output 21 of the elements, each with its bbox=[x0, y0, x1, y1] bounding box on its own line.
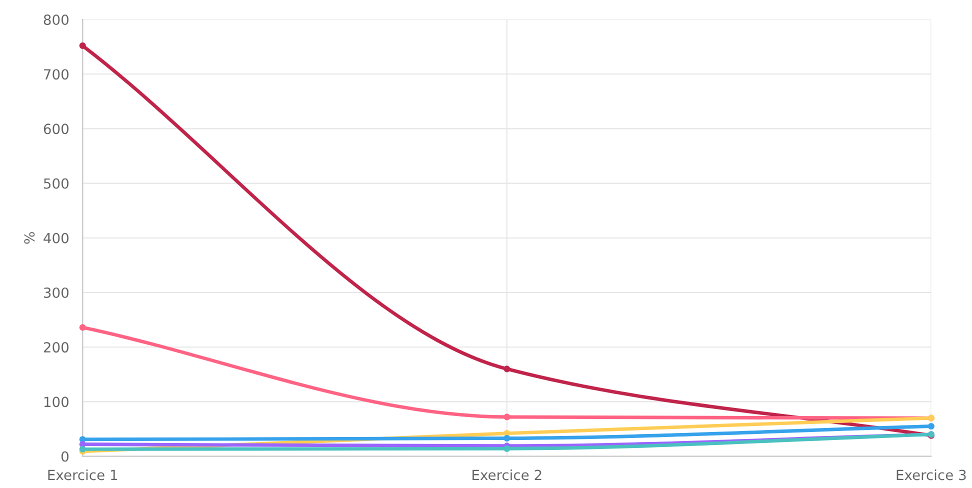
y-tick-label: 600 bbox=[44, 124, 69, 134]
x-tick-label: Exercice 3 bbox=[896, 469, 966, 480]
y-tick-label: 0 bbox=[62, 451, 69, 462]
point bbox=[79, 446, 86, 452]
y-axis-title: % bbox=[24, 232, 35, 244]
point bbox=[504, 445, 510, 452]
point bbox=[79, 324, 86, 331]
y-tick-label: 100 bbox=[44, 396, 69, 408]
y-tick-label: 800 bbox=[44, 14, 69, 25]
y-tick-label: 500 bbox=[44, 178, 69, 189]
point bbox=[504, 414, 510, 420]
x-tick-label: Exercice 1 bbox=[48, 469, 118, 480]
y-tick-label: 400 bbox=[44, 232, 69, 244]
x-tick-label: Exercice 2 bbox=[472, 469, 542, 480]
point bbox=[504, 366, 510, 372]
y-tick-label: 300 bbox=[44, 287, 69, 298]
y-tick-label: 200 bbox=[44, 342, 69, 353]
point bbox=[79, 42, 86, 50]
y-tick-label: 700 bbox=[44, 69, 69, 80]
point bbox=[928, 422, 934, 430]
point bbox=[504, 434, 510, 442]
